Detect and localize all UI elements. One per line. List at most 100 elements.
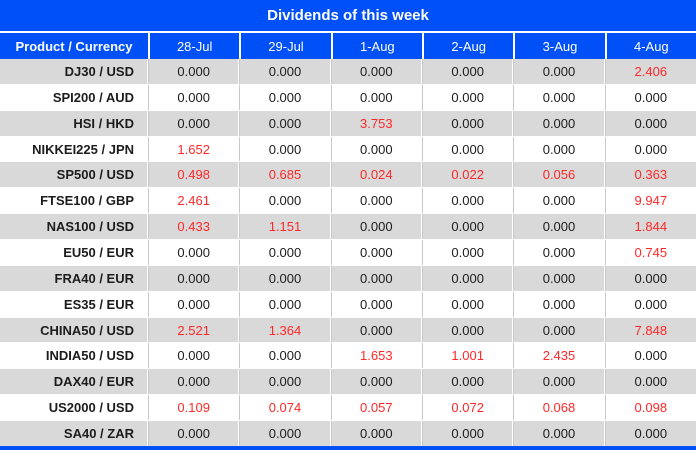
dividend-value-cell: 0.000	[148, 84, 240, 110]
column-header-product-currency: Product / Currency	[0, 33, 148, 59]
dividend-value-cell: 0.000	[422, 369, 514, 395]
dividend-value-cell: 0.000	[239, 240, 331, 265]
dividend-value-cell: 1.001	[422, 343, 514, 369]
dividend-value-cell: 0.109	[148, 395, 240, 421]
product-currency-cell: SPI200 / AUD	[0, 84, 148, 110]
dividend-value-cell: 0.000	[513, 240, 605, 265]
dividend-value-cell: 0.000	[422, 421, 514, 446]
dividend-value-cell: 0.000	[422, 240, 514, 265]
dividend-value-cell: 0.000	[239, 188, 331, 214]
table-row: NIKKEI225 / JPN 1.652 0.000 0.000 0.000 0.000…	[0, 135, 696, 162]
dividend-value-cell: 0.000	[239, 369, 331, 395]
dividend-value-cell: 0.000	[330, 369, 422, 395]
dividend-value-cell: 2.435	[513, 343, 605, 369]
product-currency-cell: SP500 / USD	[0, 162, 148, 188]
product-currency-cell: US2000 / USD	[0, 395, 148, 421]
dividend-value-cell: 0.000	[330, 84, 422, 110]
dividend-value-cell: 0.000	[330, 265, 422, 291]
dividend-value-cell: 0.000	[422, 84, 514, 110]
dividend-value-cell: 0.000	[513, 291, 605, 317]
dividend-value-cell: 0.000	[330, 317, 422, 343]
dividend-value-cell: 0.000	[239, 110, 331, 136]
dividend-value-cell: 2.521	[148, 317, 240, 343]
product-currency-cell: EU50 / EUR	[0, 240, 148, 265]
dividend-value-cell: 0.000	[148, 291, 240, 317]
dividend-value-cell: 0.000	[148, 240, 240, 265]
dividend-value-cell: 1.364	[239, 317, 331, 343]
dividend-value-cell: 0.000	[604, 421, 696, 446]
table-header-row: Product / Currency 28-Jul 29-Jul 1-Aug 2…	[0, 33, 696, 59]
dividend-value-cell: 2.406	[604, 59, 696, 84]
table-row: EU50 / EUR 0.000 0.000 0.000 0.000 0.000 0.745	[0, 239, 696, 265]
dividend-value-cell: 0.000	[422, 317, 514, 343]
dividend-value-cell: 0.000	[604, 369, 696, 395]
dividend-value-cell: 0.000	[148, 343, 240, 369]
dividend-value-cell: 0.098	[604, 395, 696, 421]
dividend-value-cell: 0.000	[513, 265, 605, 291]
bottom-border	[0, 446, 696, 450]
table-row: CHINA50 / USD 2.521 1.364 0.000 0.000 0.000 7.…	[0, 316, 696, 343]
dividend-value-cell: 0.000	[422, 188, 514, 214]
table-row: HSI / HKD 0.000 0.000 3.753 0.000 0.000 0.000	[0, 109, 696, 136]
column-header-2-aug: 2-Aug	[422, 33, 514, 59]
product-currency-cell: FTSE100 / GBP	[0, 188, 148, 214]
dividend-value-cell: 2.461	[148, 188, 240, 214]
dividend-value-cell: 0.000	[422, 110, 514, 136]
product-currency-cell: NIKKEI225 / JPN	[0, 136, 148, 162]
table-row: NAS100 / USD 0.433 1.151 0.000 0.000 0.000 1.8…	[0, 213, 696, 240]
dividend-value-cell: 1.844	[604, 214, 696, 240]
table-row: SA40 / ZAR 0.000 0.000 0.000 0.000 0.000 0.000	[0, 420, 696, 446]
dividend-value-cell: 0.022	[422, 162, 514, 188]
product-currency-cell: INDIA50 / USD	[0, 343, 148, 369]
dividend-value-cell: 0.000	[513, 188, 605, 214]
dividend-value-cell: 0.000	[422, 136, 514, 162]
dividend-value-cell: 0.024	[330, 162, 422, 188]
dividend-value-cell: 0.000	[513, 84, 605, 110]
dividend-value-cell: 0.745	[604, 240, 696, 265]
table-row: SP500 / USD 0.498 0.685 0.024 0.022 0.056 0.36…	[0, 161, 696, 188]
product-currency-cell: DAX40 / EUR	[0, 369, 148, 395]
dividend-value-cell: 3.753	[330, 110, 422, 136]
table-row: INDIA50 / USD 0.000 0.000 1.653 1.001 2.435 0.…	[0, 342, 696, 369]
dividend-value-cell: 0.000	[513, 136, 605, 162]
product-currency-cell: SA40 / ZAR	[0, 421, 148, 446]
dividend-value-cell: 0.000	[513, 110, 605, 136]
dividend-value-cell: 0.000	[513, 369, 605, 395]
table-row: FTSE100 / GBP 2.461 0.000 0.000 0.000 0.000 9.…	[0, 187, 696, 214]
dividend-value-cell: 0.000	[422, 59, 514, 84]
table-row: SPI200 / AUD 0.000 0.000 0.000 0.000 0.000 0.0…	[0, 83, 696, 110]
product-currency-cell: HSI / HKD	[0, 110, 148, 136]
dividend-value-cell: 0.000	[513, 214, 605, 240]
dividend-value-cell: 0.363	[604, 162, 696, 188]
product-currency-cell: DJ30 / USD	[0, 59, 148, 84]
table-row: ES35 / EUR 0.000 0.000 0.000 0.000 0.000 0.000	[0, 290, 696, 317]
dividend-value-cell: 0.000	[422, 291, 514, 317]
dividend-value-cell: 0.000	[148, 59, 240, 84]
dividend-value-cell: 0.000	[604, 136, 696, 162]
dividend-value-cell: 1.652	[148, 136, 240, 162]
dividend-value-cell: 0.000	[513, 421, 605, 446]
product-currency-cell: CHINA50 / USD	[0, 317, 148, 343]
dividend-value-cell: 0.072	[422, 395, 514, 421]
dividend-value-cell: 0.433	[148, 214, 240, 240]
dividend-value-cell: 1.653	[330, 343, 422, 369]
dividend-value-cell: 0.000	[148, 110, 240, 136]
dividend-value-cell: 0.000	[330, 240, 422, 265]
dividend-value-cell: 0.000	[330, 59, 422, 84]
dividend-value-cell: 0.056	[513, 162, 605, 188]
dividend-value-cell: 0.000	[604, 110, 696, 136]
dividend-value-cell: 0.000	[148, 421, 240, 446]
dividend-value-cell: 9.947	[604, 188, 696, 214]
product-currency-cell: FRA40 / EUR	[0, 265, 148, 291]
column-header-4-aug: 4-Aug	[604, 33, 696, 59]
table-body: DJ30 / USD 0.000 0.000 0.000 0.000 0.000 2.406…	[0, 59, 696, 446]
dividend-value-cell: 0.000	[239, 84, 331, 110]
dividend-value-cell: 0.000	[239, 265, 331, 291]
dividend-value-cell: 0.057	[330, 395, 422, 421]
dividend-value-cell: 0.000	[604, 291, 696, 317]
table-row: DAX40 / EUR 0.000 0.000 0.000 0.000 0.000 0.00…	[0, 368, 696, 395]
dividend-value-cell: 7.848	[604, 317, 696, 343]
dividend-value-cell: 0.000	[239, 59, 331, 84]
page-title: Dividends of this week	[267, 7, 429, 24]
